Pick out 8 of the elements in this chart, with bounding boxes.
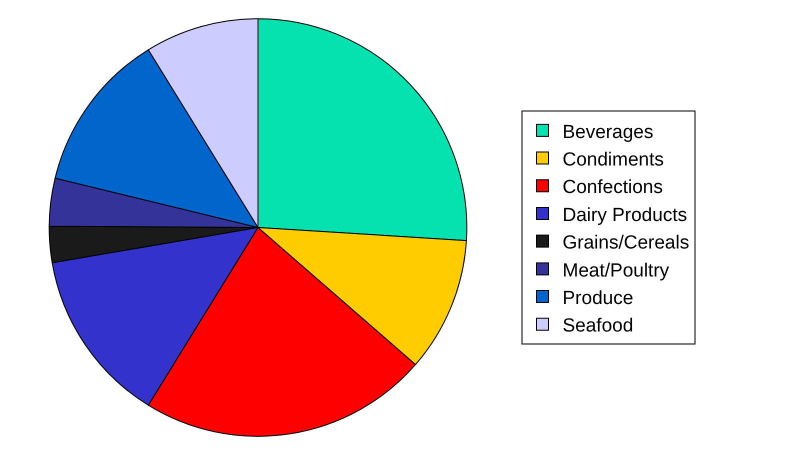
legend-label: Beverages bbox=[562, 122, 654, 143]
legend-label: Dairy Products bbox=[562, 204, 688, 226]
legend-label: Confections bbox=[562, 177, 663, 198]
legend-label: Produce bbox=[562, 288, 634, 309]
legend-label: Meat/Poultry bbox=[562, 260, 670, 282]
legend-label: Grains/Cereals bbox=[562, 232, 690, 254]
legend-label: Condiments bbox=[562, 149, 664, 170]
legend-label: Seafood bbox=[562, 316, 634, 337]
